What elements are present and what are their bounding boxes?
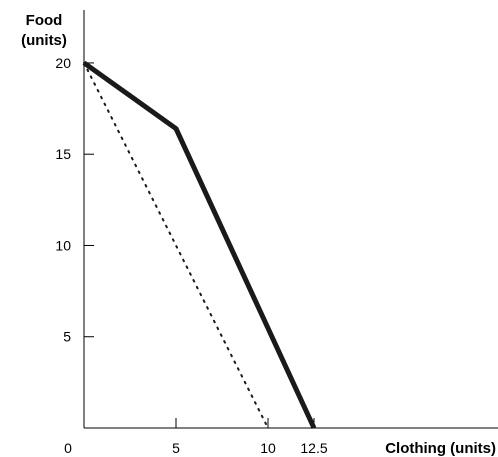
axes — [83, 10, 498, 429]
x-tick-label: 12.5 — [300, 440, 327, 456]
x-ticks: 0 5 10 12.5 — [64, 418, 328, 456]
y-axis-label-line-1: Food — [26, 12, 63, 29]
y-axis-label-line-2: (units) — [21, 32, 67, 49]
x-tick-label: 0 — [64, 440, 72, 456]
x-tick-label: 10 — [260, 440, 276, 456]
series-layer — [82, 60, 317, 430]
dotted-line-series — [83, 61, 269, 429]
y-tick-label: 15 — [55, 146, 71, 162]
y-tick-label: 10 — [55, 237, 71, 253]
y-tick-label: 20 — [55, 55, 71, 71]
x-tick-label: 5 — [172, 440, 180, 456]
y-tick-label: 5 — [63, 329, 71, 345]
y-ticks: 5 10 15 20 — [55, 55, 94, 345]
solid-line-series — [82, 60, 317, 430]
x-axis-label: Clothing (units) — [385, 440, 496, 457]
